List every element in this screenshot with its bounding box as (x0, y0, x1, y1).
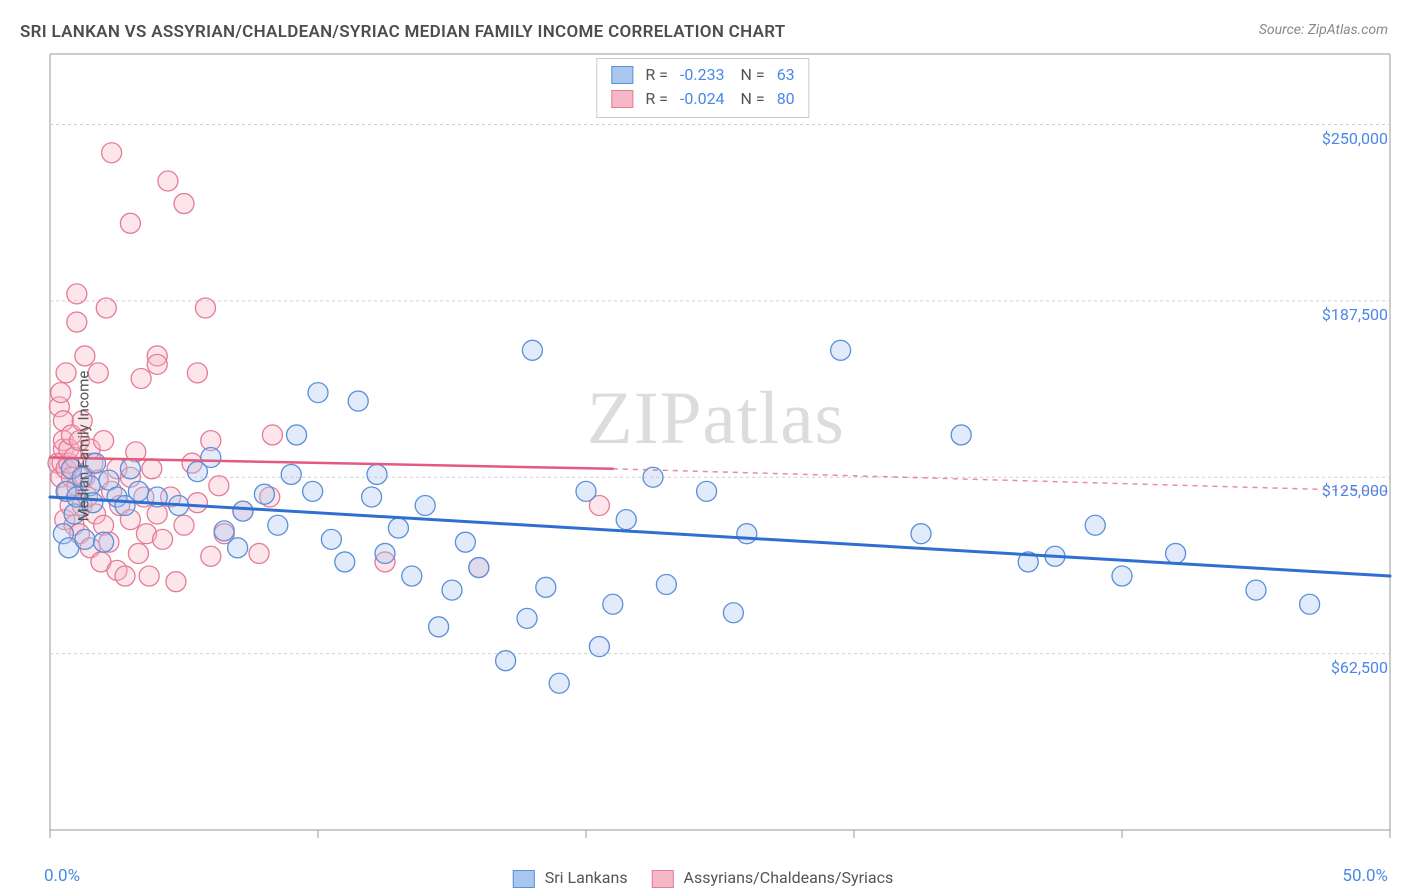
stat-r-value-assyrians: -0.024 (680, 87, 725, 111)
chart-title: SRI LANKAN VS ASSYRIAN/CHALDEAN/SYRIAC M… (20, 22, 786, 42)
stat-n-label: N = (737, 63, 765, 87)
swatch-assyrians-bottom (652, 870, 674, 888)
swatch-sri-lankans-bottom (513, 870, 535, 888)
y-tick-label: $62,500 (1331, 658, 1388, 677)
y-tick-label: $250,000 (1322, 129, 1388, 148)
stat-r-value-sri-lankans: -0.233 (680, 63, 725, 87)
legend-bottom: Sri Lankans Assyrians/Chaldeans/Syriacs (513, 868, 893, 888)
legend-label: Assyrians/Chaldeans/Syriacs (684, 868, 894, 887)
y-tick-label: $125,000 (1322, 481, 1388, 500)
stats-legend-box: R = -0.233 N = 63 R = -0.024 N = 80 (596, 58, 809, 118)
stats-row-sri-lankans: R = -0.233 N = 63 (611, 63, 794, 87)
legend-label: Sri Lankans (545, 868, 628, 887)
stats-row-assyrians: R = -0.024 N = 80 (611, 87, 794, 111)
source-attribution: Source: ZipAtlas.com (1259, 22, 1388, 38)
stat-n-value-assyrians: 80 (777, 87, 795, 111)
stat-n-value-sri-lankans: 63 (777, 63, 795, 87)
stat-n-label: N = (737, 87, 765, 111)
x-axis-max-label: 50.0% (1342, 866, 1388, 886)
correlation-chart: SRI LANKAN VS ASSYRIAN/CHALDEAN/SYRIAC M… (0, 0, 1406, 892)
x-axis-min-label: 0.0% (44, 866, 80, 886)
legend-item-sri-lankans: Sri Lankans (513, 868, 628, 888)
swatch-assyrians (611, 90, 633, 108)
stat-r-label: R = (645, 63, 668, 87)
y-axis-label: Median Family Income (74, 371, 92, 522)
y-tick-label: $187,500 (1322, 305, 1388, 324)
chart-svg (0, 0, 1406, 892)
stat-r-label: R = (645, 87, 668, 111)
swatch-sri-lankans (611, 66, 633, 84)
legend-item-assyrians: Assyrians/Chaldeans/Syriacs (652, 868, 894, 888)
